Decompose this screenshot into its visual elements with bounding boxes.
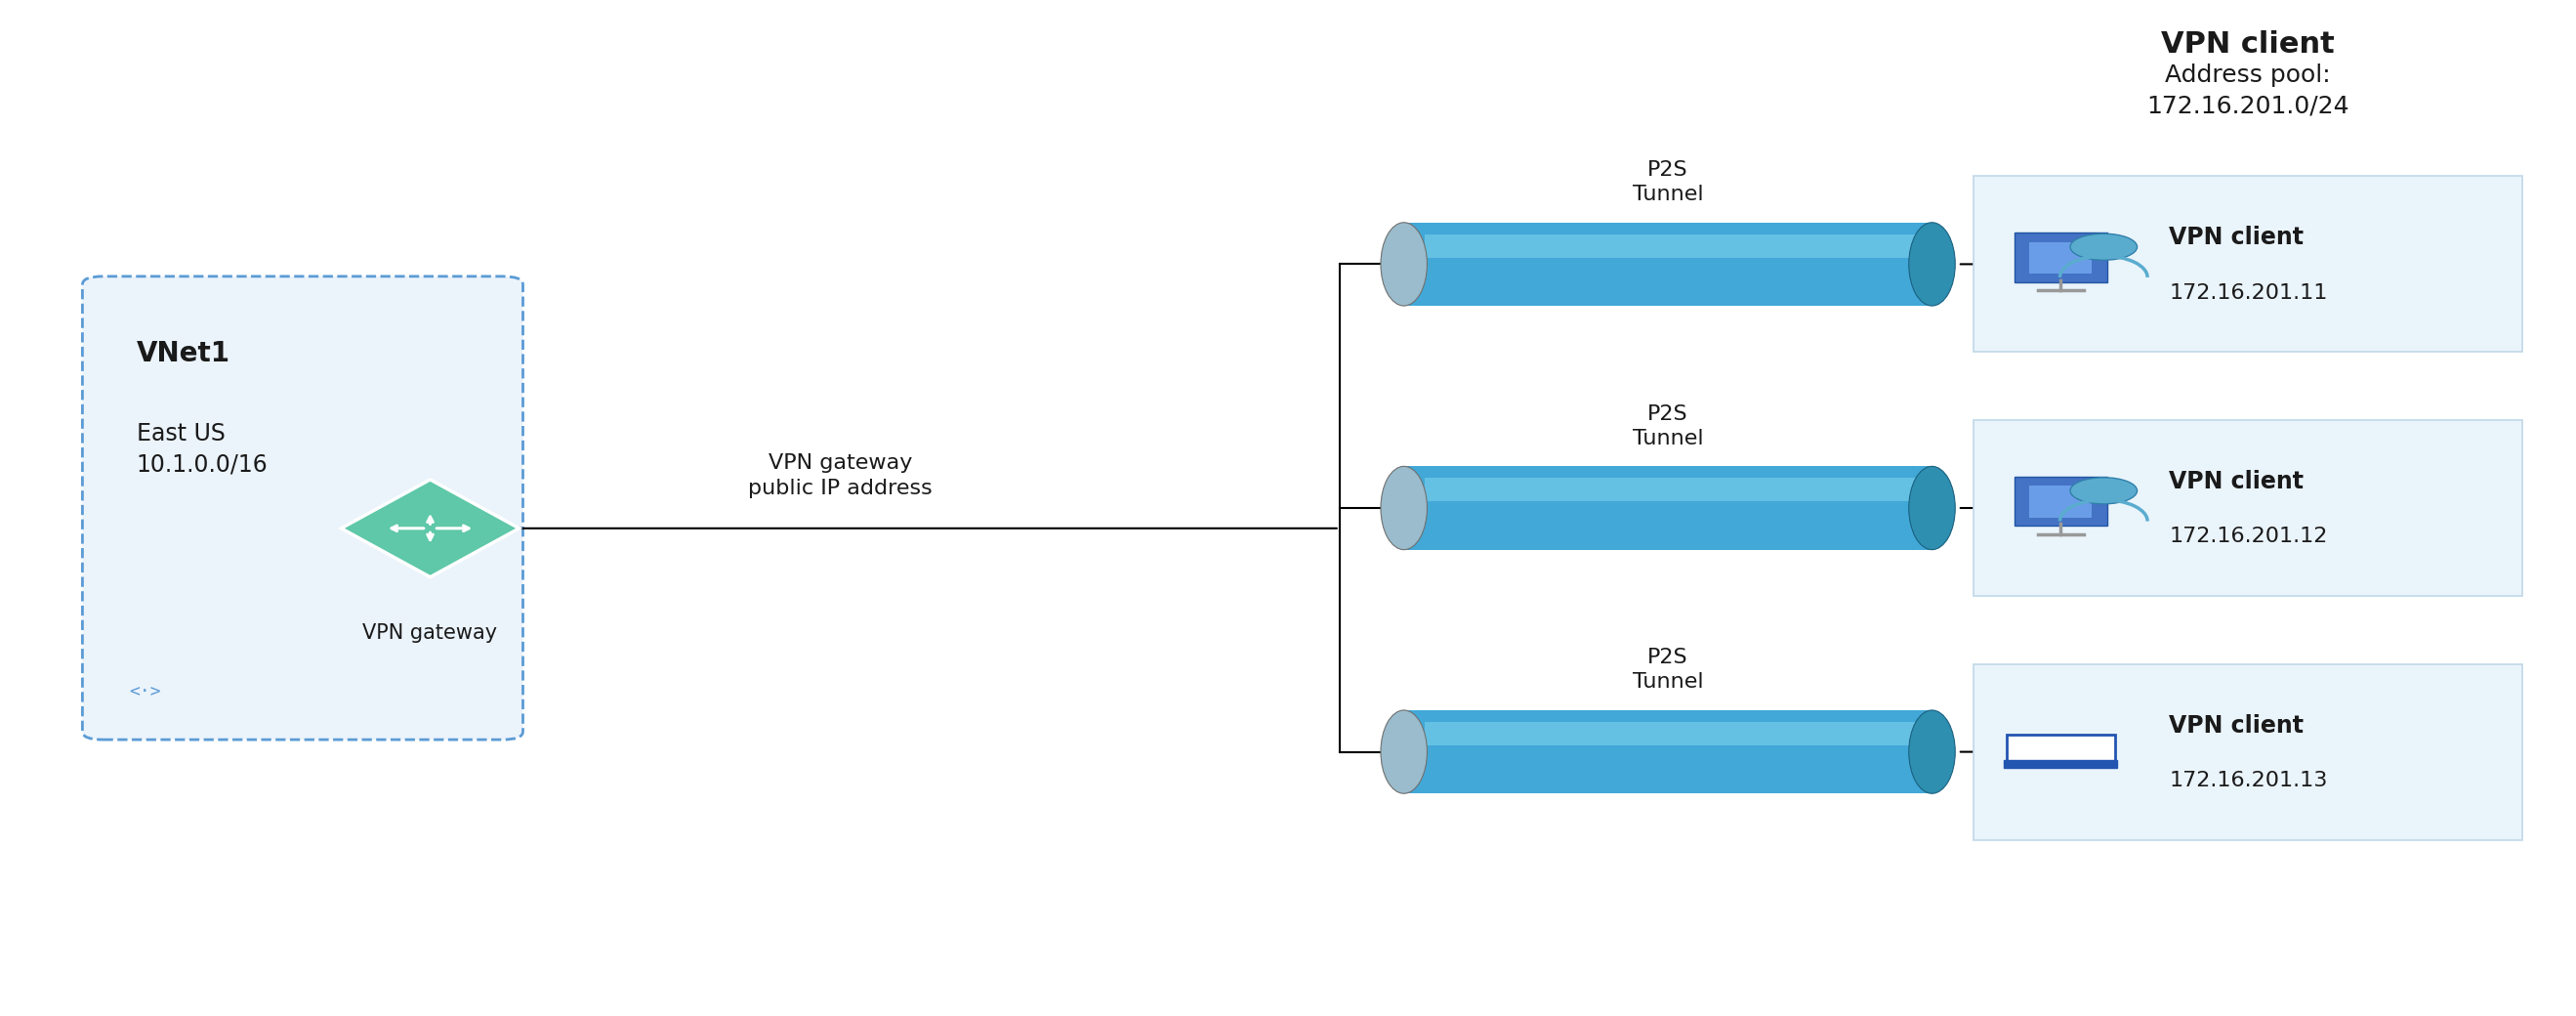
Ellipse shape <box>1909 223 1955 306</box>
Text: 172.16.201.12: 172.16.201.12 <box>2169 526 2329 547</box>
Circle shape <box>2071 478 2138 504</box>
FancyBboxPatch shape <box>2014 477 2107 526</box>
FancyBboxPatch shape <box>2014 233 2107 282</box>
Text: VPN gateway: VPN gateway <box>363 623 497 642</box>
Text: VPN client: VPN client <box>2161 30 2334 58</box>
FancyBboxPatch shape <box>1404 710 1932 793</box>
Text: VPN client: VPN client <box>2169 226 2303 250</box>
Text: P2S
Tunnel: P2S Tunnel <box>1633 648 1703 692</box>
FancyBboxPatch shape <box>2004 760 2117 768</box>
Text: VNet1: VNet1 <box>137 340 229 368</box>
Text: Address pool:
172.16.201.0/24: Address pool: 172.16.201.0/24 <box>2146 64 2349 118</box>
FancyBboxPatch shape <box>1973 177 2522 353</box>
FancyBboxPatch shape <box>1425 478 1927 501</box>
Ellipse shape <box>1909 466 1955 550</box>
FancyBboxPatch shape <box>1425 721 1927 745</box>
Ellipse shape <box>1909 710 1955 793</box>
FancyBboxPatch shape <box>1404 466 1932 550</box>
FancyBboxPatch shape <box>2030 242 2092 273</box>
Ellipse shape <box>1381 223 1427 306</box>
Ellipse shape <box>1381 710 1427 793</box>
Circle shape <box>2071 234 2138 260</box>
FancyBboxPatch shape <box>1404 223 1932 306</box>
FancyBboxPatch shape <box>1425 234 1927 257</box>
Text: VPN gateway
public IP address: VPN gateway public IP address <box>747 453 933 498</box>
Text: <·>: <·> <box>129 684 160 701</box>
FancyBboxPatch shape <box>82 276 523 740</box>
Polygon shape <box>340 480 520 577</box>
FancyBboxPatch shape <box>1973 664 2522 839</box>
Text: East US
10.1.0.0/16: East US 10.1.0.0/16 <box>137 422 268 475</box>
Text: VPN client: VPN client <box>2169 469 2303 494</box>
FancyBboxPatch shape <box>1973 421 2522 595</box>
Text: VPN client: VPN client <box>2169 713 2303 738</box>
Text: 172.16.201.11: 172.16.201.11 <box>2169 282 2329 303</box>
FancyBboxPatch shape <box>2030 486 2092 517</box>
Text: 172.16.201.13: 172.16.201.13 <box>2169 770 2329 790</box>
Ellipse shape <box>1381 466 1427 550</box>
Text: P2S
Tunnel: P2S Tunnel <box>1633 404 1703 448</box>
FancyBboxPatch shape <box>2007 735 2115 761</box>
Text: P2S
Tunnel: P2S Tunnel <box>1633 161 1703 204</box>
